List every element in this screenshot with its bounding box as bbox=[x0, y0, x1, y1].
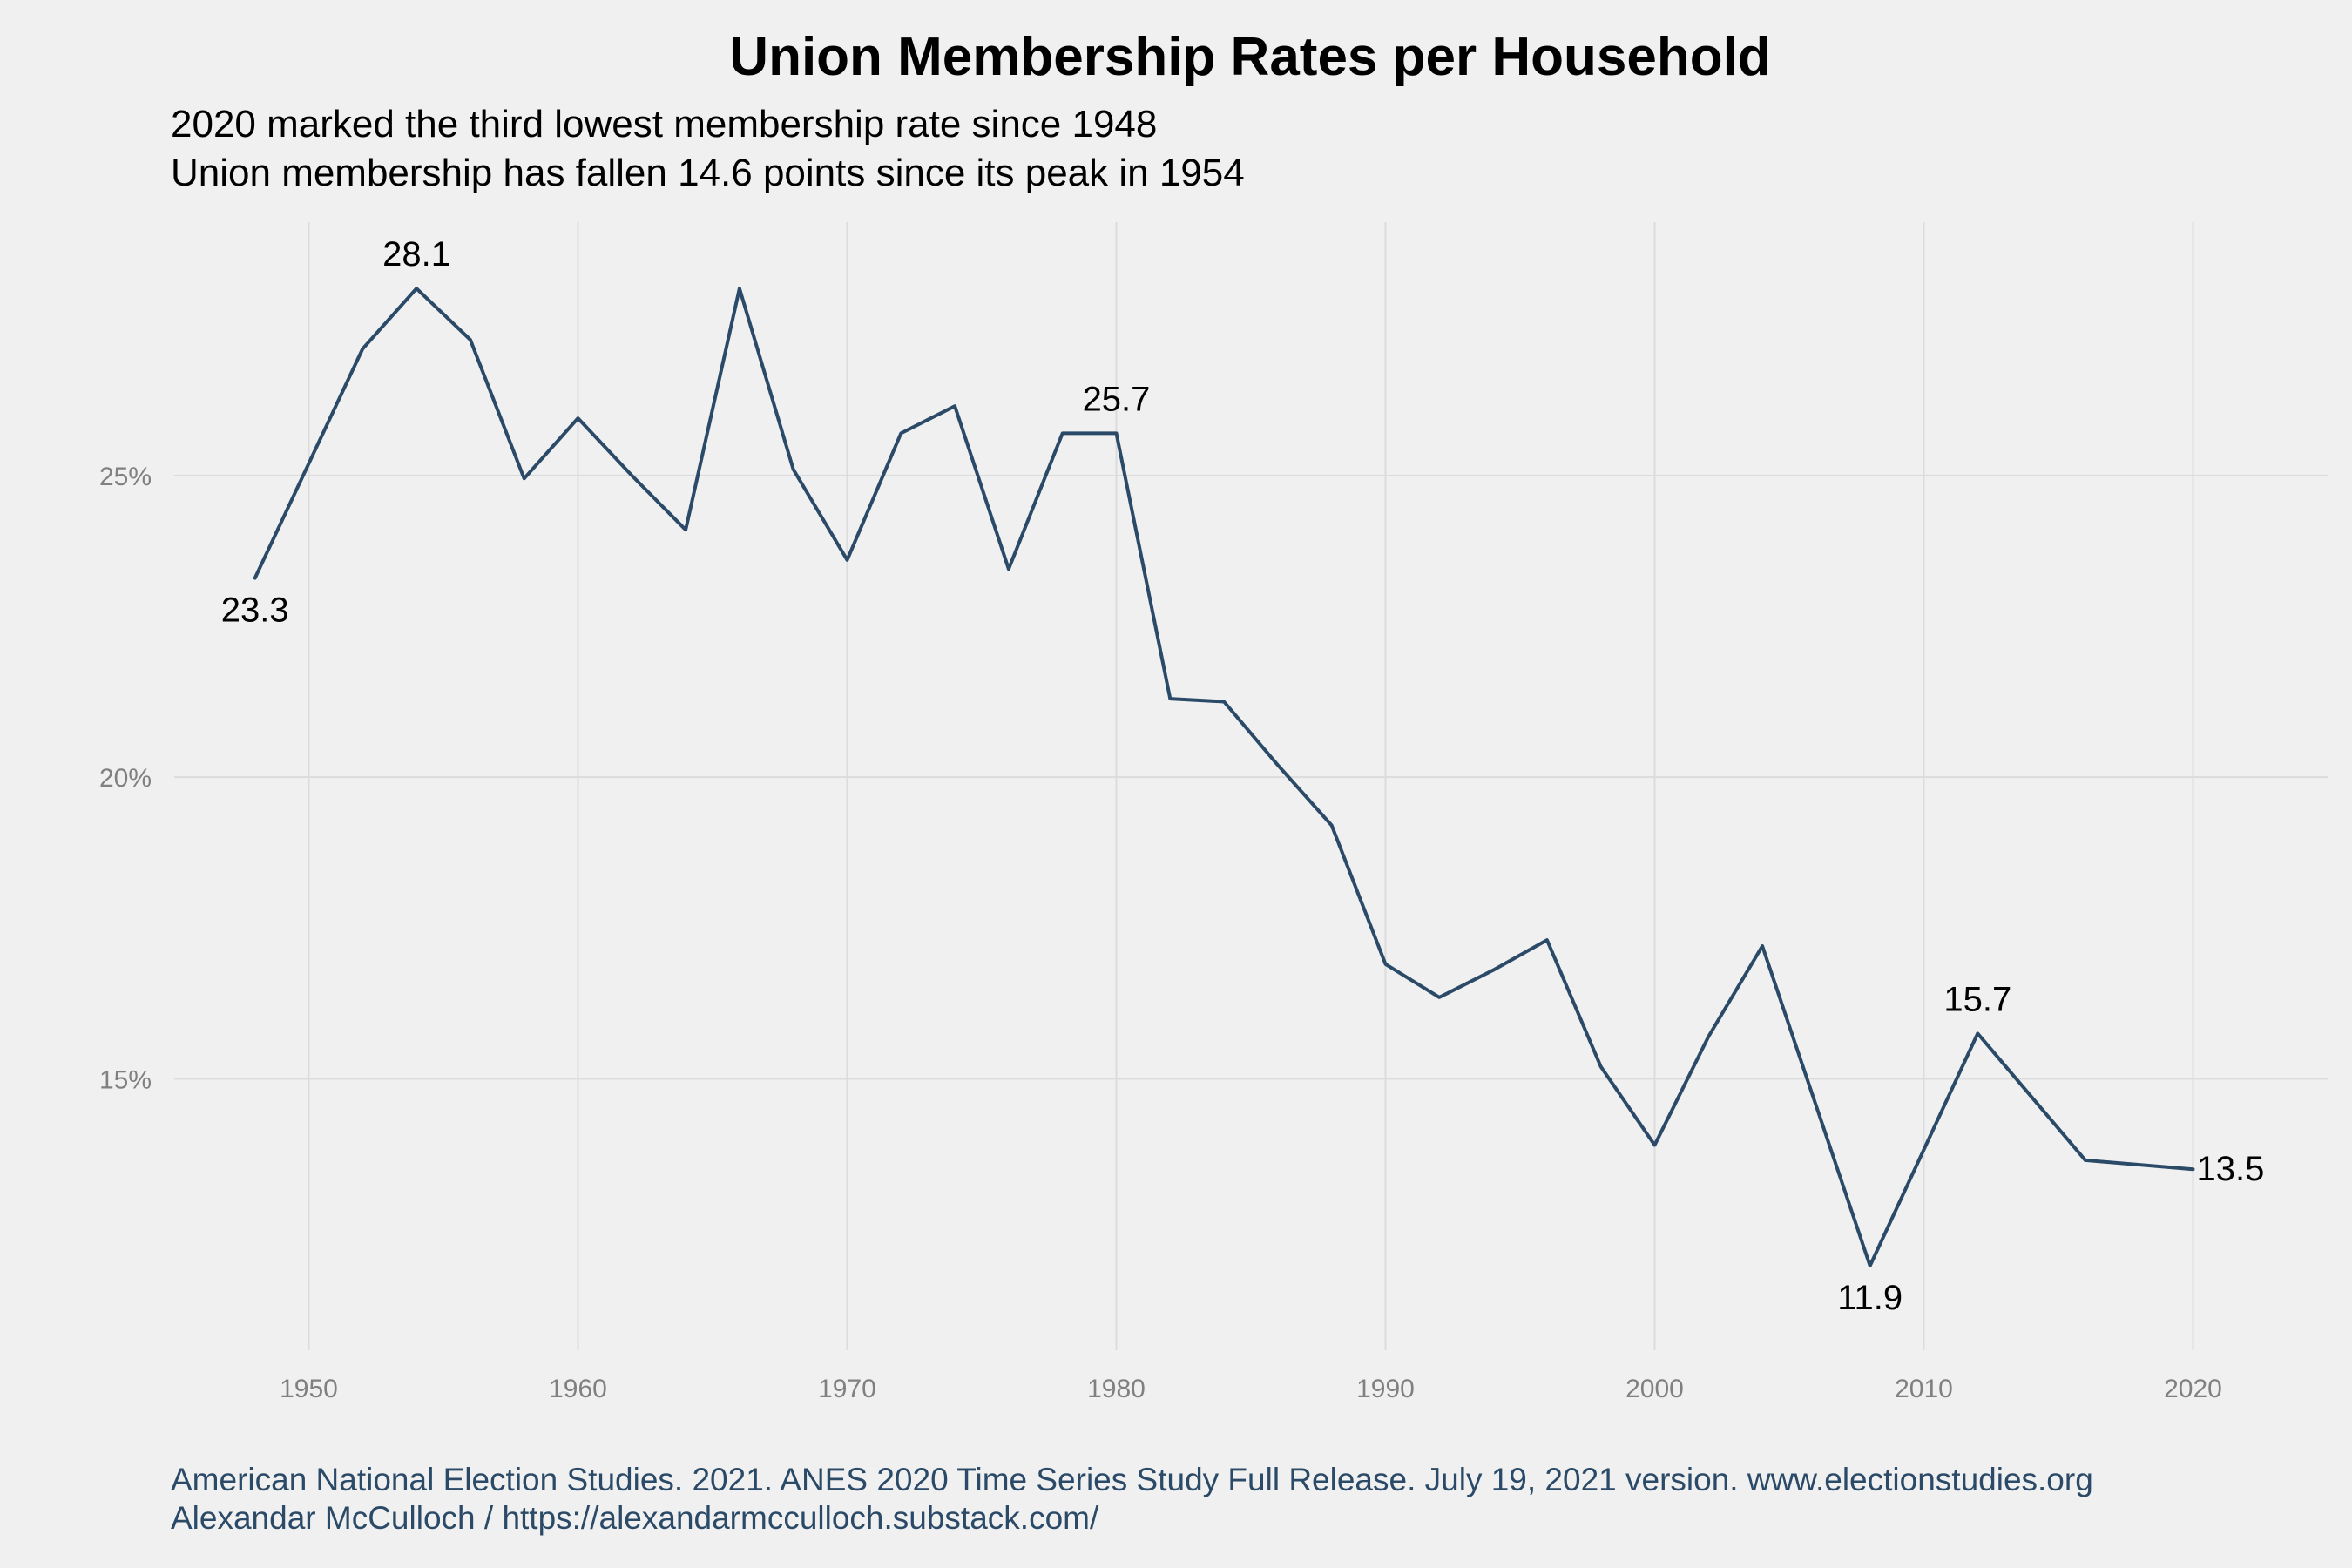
y-tick-label: 25% bbox=[99, 463, 152, 491]
y-tick-label: 20% bbox=[99, 764, 152, 793]
data-label: 13.5 bbox=[2197, 1150, 2265, 1188]
data-label: 23.3 bbox=[221, 591, 289, 630]
x-tick-label: 1960 bbox=[549, 1375, 607, 1403]
x-tick-label: 2020 bbox=[2164, 1375, 2222, 1403]
x-tick-label: 2000 bbox=[1625, 1375, 1684, 1403]
author-caption: Alexandar McCulloch / https://alexandarm… bbox=[171, 1500, 1099, 1536]
data-label: 15.7 bbox=[1943, 980, 2011, 1018]
chart-subtitle-line-2: Union membership has fallen 14.6 points … bbox=[171, 152, 1245, 194]
x-tick-label: 1990 bbox=[1356, 1375, 1415, 1403]
chart-title: Union Membership Rates per Household bbox=[729, 27, 1771, 87]
data-label: 25.7 bbox=[1083, 380, 1151, 418]
data-label: 11.9 bbox=[1837, 1279, 1903, 1317]
chart-subtitle-line-1: 2020 marked the third lowest membership … bbox=[171, 103, 1158, 145]
x-tick-label: 1980 bbox=[1087, 1375, 1146, 1403]
x-tick-label: 1970 bbox=[818, 1375, 876, 1403]
series-line bbox=[253, 287, 2195, 1267]
y-tick-label: 15% bbox=[99, 1065, 152, 1094]
axis-tick-labels: 1950 1960 1970 1980 1990 2000 2010 2020 15% 20% 25… bbox=[99, 463, 2222, 1403]
x-tick-label: 2010 bbox=[1895, 1375, 1953, 1403]
x-tick-label: 1950 bbox=[280, 1375, 338, 1403]
data-label: 28.1 bbox=[382, 235, 450, 274]
data-series bbox=[253, 287, 2195, 1267]
source-caption: American National Election Studies. 2021… bbox=[171, 1462, 2093, 1497]
gridlines bbox=[174, 222, 2328, 1350]
data-annotations: 23.3 28.1 25.7 11.9 15.7 13.5 bbox=[221, 235, 2265, 1317]
